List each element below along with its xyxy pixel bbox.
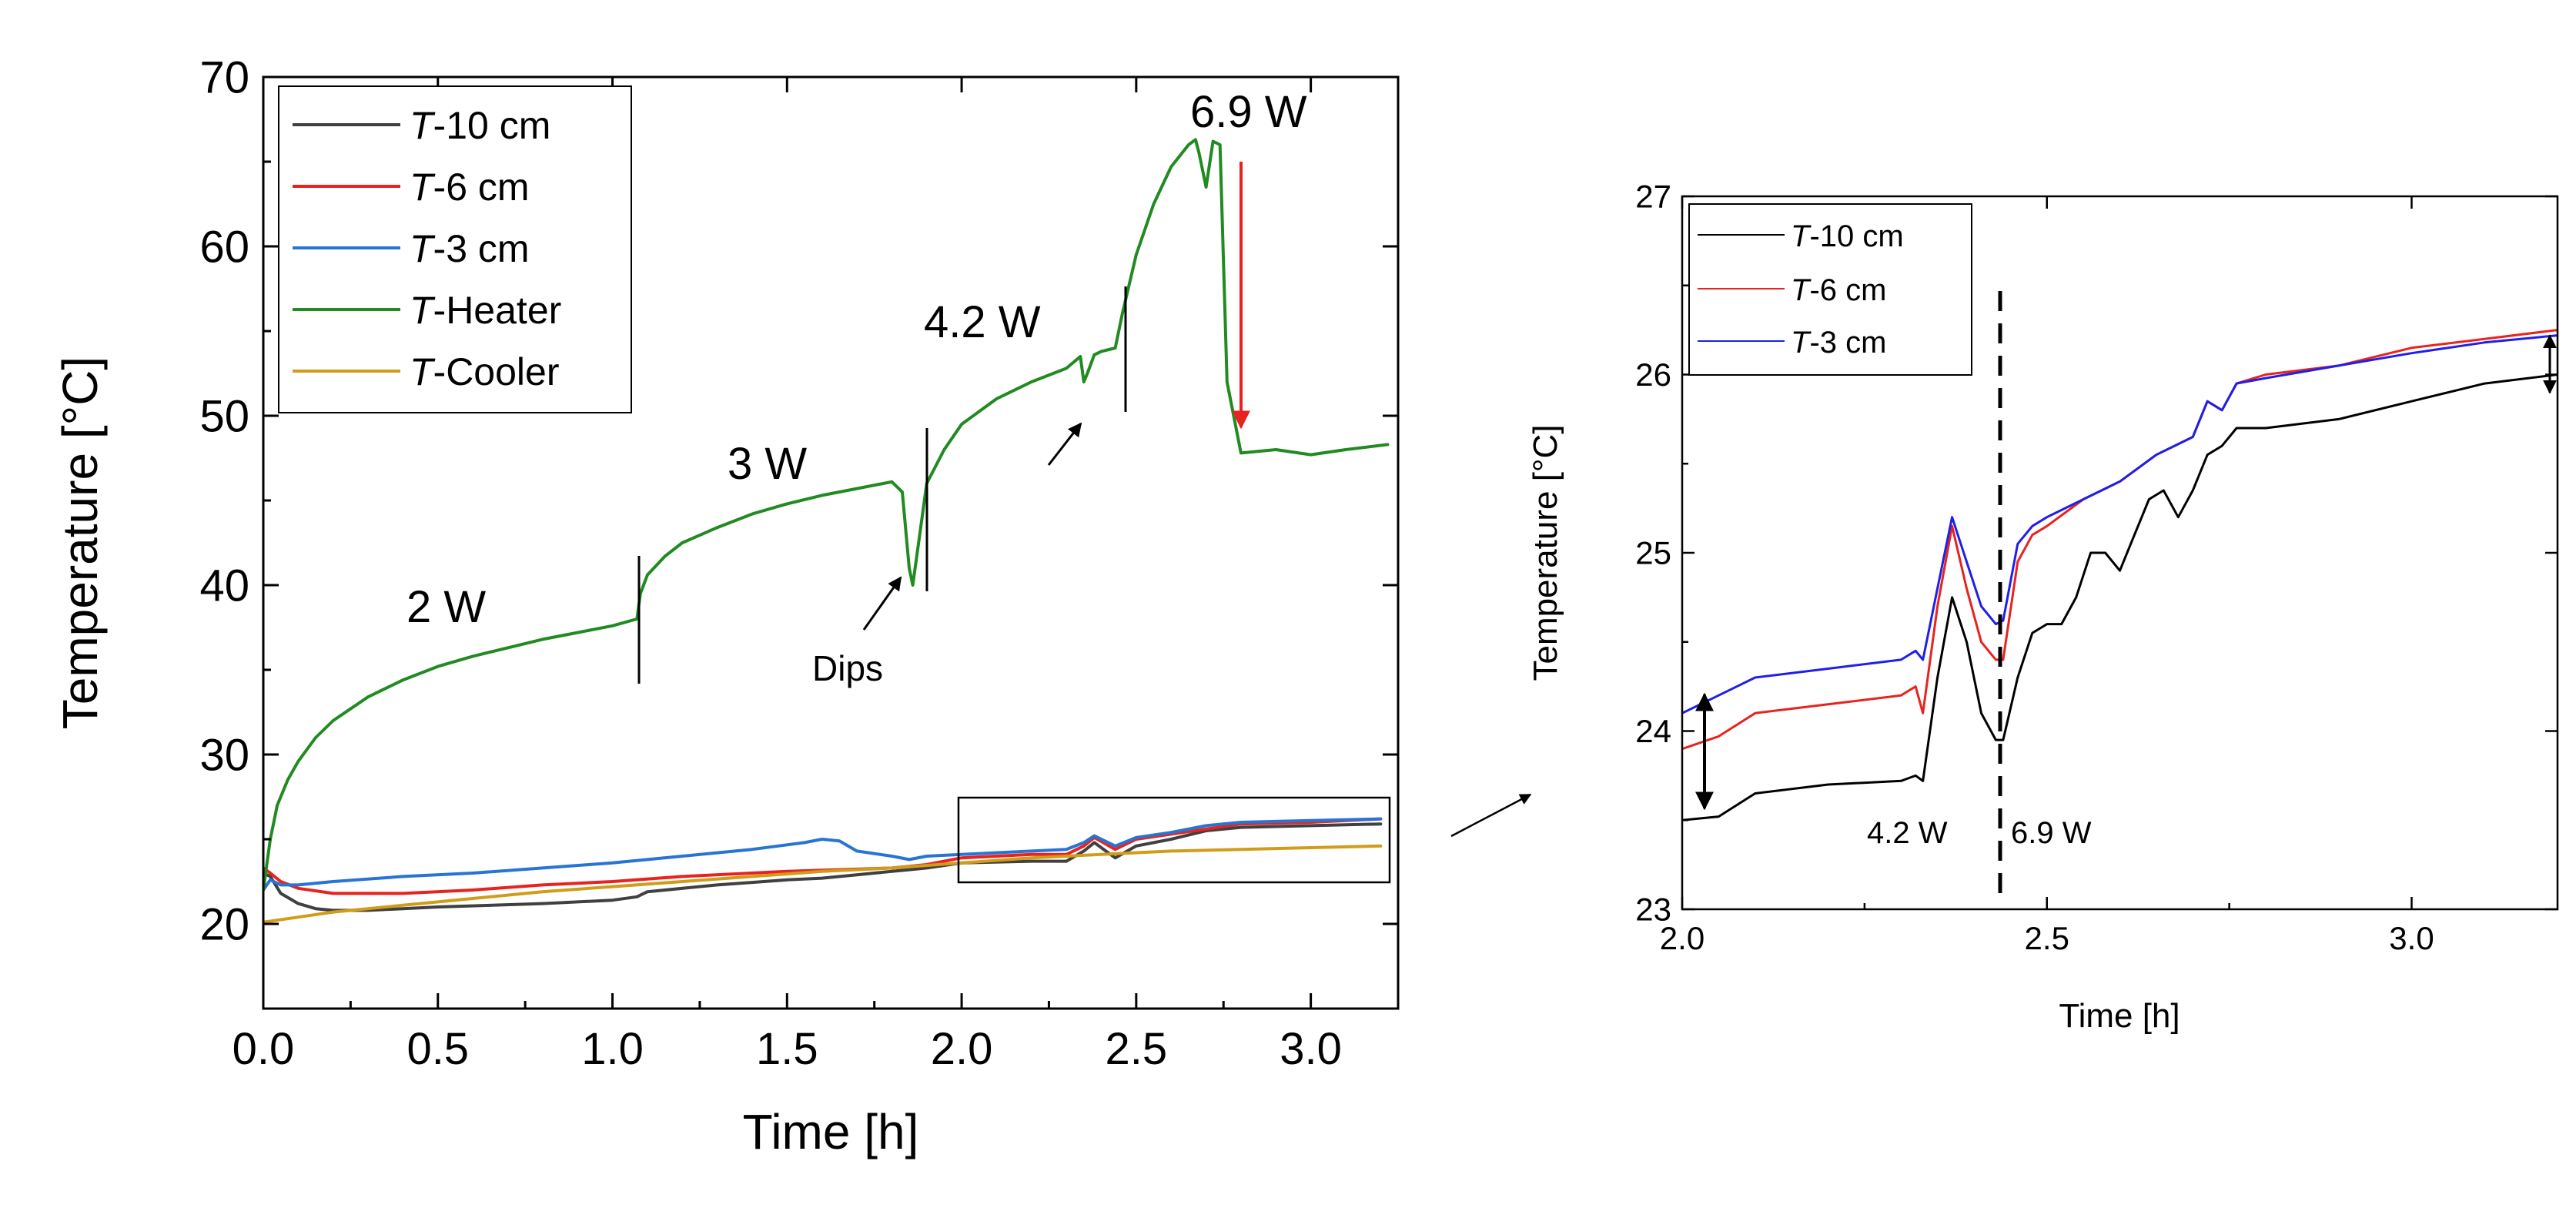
inset-label-6-9w: 6.9 W (2011, 816, 2092, 850)
inset-x-tick-label: 3.0 (2389, 920, 2434, 956)
legend-label: T-3 cm (410, 227, 530, 270)
main-legend-entry-4: T-Heater (293, 289, 561, 332)
main-x-tick-label: 2.0 (931, 1024, 993, 1074)
main-legend: T-10 cm T-6 cm T-3 cm T-Heater T-Cooler (278, 85, 632, 413)
dips-arrow-2 (1047, 422, 1082, 466)
main-x-tick-label: 2.5 (1106, 1024, 1168, 1074)
main-y-tick-label: 70 (199, 52, 249, 102)
zoom-connector-arrow (1450, 793, 1532, 838)
inset-x-axis-title: Time [h] (2059, 997, 2180, 1035)
main-series-line-4 (263, 138, 1390, 892)
inset-y-tick-label: 26 (1635, 356, 1671, 393)
main-legend-entry-5: T-Cooler (293, 350, 560, 393)
main-x-tick-label: 1.0 (581, 1024, 644, 1074)
main-x-tick-label: 3.0 (1280, 1024, 1342, 1074)
inset-series-line-1 (1682, 373, 2558, 822)
label-2w: 2 W (406, 582, 486, 632)
inset-label-4-2w: 4.2 W (1867, 816, 1948, 850)
inset-x-tick-label: 2.0 (1660, 920, 1705, 956)
main-y-tick-label: 30 (199, 730, 249, 780)
inset-legend-entry-3: T-3 cm (1698, 326, 1886, 360)
label-3w: 3 W (728, 439, 807, 489)
main-y-tick-label: 60 (199, 222, 249, 272)
main-y-tick-label: 20 (199, 899, 249, 949)
inset-y-tick-label: 24 (1635, 713, 1671, 749)
main-y-axis-title: Temperature [°C] (52, 356, 108, 729)
legend-label: T-10 cm (410, 104, 550, 147)
main-series-line-5 (263, 844, 1383, 924)
main-plot-area (263, 138, 1390, 924)
legend-label: T-10 cm (1791, 219, 1904, 253)
main-y-tick-label: 50 (199, 391, 249, 441)
inset-y-tick-label: 25 (1635, 535, 1671, 571)
label-4-2w: 4.2 W (924, 297, 1041, 347)
main-x-tick-label: 1.5 (756, 1024, 818, 1074)
inset-legend-entry-2: T-6 cm (1698, 273, 1886, 307)
legend-label: T-6 cm (1791, 273, 1886, 307)
inset-series-line-2 (1682, 329, 2558, 751)
main-x-tick-label: 0.5 (406, 1024, 469, 1074)
inset-y-tick-label: 27 (1635, 179, 1671, 215)
inset-series-line-3 (1682, 334, 2558, 714)
main-x-tick-label: 0.0 (233, 1024, 295, 1074)
main-series-line-1 (263, 822, 1383, 912)
inset-legend-entry-1: T-10 cm (1698, 219, 1904, 253)
zoom-region-box (957, 796, 1391, 884)
legend-label: T-Cooler (410, 350, 560, 393)
legend-label: T-Heater (410, 289, 561, 332)
inset-legend: T-10 cm T-6 cm T-3 cm (1688, 203, 1972, 376)
main-ticks: 0.0 0.5 1.0 1.5 2.0 2.5 3.0 20 30 40 50 60 70 (199, 52, 1398, 1074)
main-axes-frame (262, 75, 1400, 1010)
dips-arrow-1 (862, 576, 902, 631)
inset-y-axis-title: Temperature [°C] (1527, 424, 1564, 681)
inset-ticks: 2.0 2.5 3.0 23 24 25 26 27 (1635, 179, 2558, 956)
main-chart: 0.0 0.5 1.0 1.5 2.0 2.5 3.0 20 30 40 50 60 70 2 W 3 … (52, 52, 1400, 1159)
legend-label: T-3 cm (1791, 326, 1886, 360)
main-legend-entry-3: T-3 cm (293, 227, 530, 270)
main-series-line-3 (263, 817, 1383, 892)
label-dips: Dips (812, 648, 883, 688)
main-legend-entry-1: T-10 cm (293, 104, 550, 147)
inset-x-tick-label: 2.5 (2025, 920, 2069, 956)
main-legend-entry-2: T-6 cm (293, 166, 530, 209)
label-6-9w: 6.9 W (1190, 87, 1307, 137)
inset-plot-area (1682, 329, 2558, 822)
main-x-axis-title: Time [h] (743, 1104, 919, 1159)
inset-chart: 2.0 2.5 3.0 23 24 25 26 27 4.2 W 6.9 W Time [h]… (1527, 179, 2559, 1035)
inset-y-tick-label: 23 (1635, 892, 1671, 928)
main-y-tick-label: 40 (199, 560, 249, 611)
legend-label: T-6 cm (410, 166, 530, 209)
